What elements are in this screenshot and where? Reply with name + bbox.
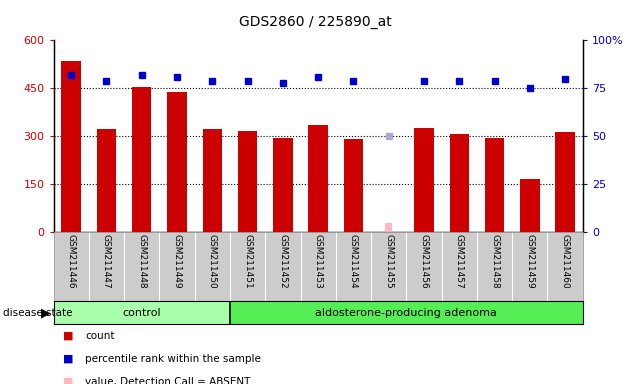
Text: GSM211447: GSM211447	[102, 234, 111, 289]
Bar	[415, 128, 433, 232]
Text: GDS2860 / 225890_at: GDS2860 / 225890_at	[239, 15, 391, 29]
Text: GSM211448: GSM211448	[137, 234, 146, 289]
Bar	[309, 125, 328, 232]
Text: GSM211446: GSM211446	[67, 234, 76, 289]
Bar	[520, 179, 539, 232]
Bar	[450, 134, 469, 232]
Bar	[203, 129, 222, 232]
Bar	[485, 138, 504, 232]
Bar	[62, 61, 81, 232]
Bar	[273, 138, 292, 232]
Bar	[132, 87, 151, 232]
Text: GSM211451: GSM211451	[243, 234, 252, 289]
Text: ■: ■	[63, 354, 74, 364]
Bar	[168, 93, 186, 232]
Bar	[344, 139, 363, 232]
Text: ■: ■	[63, 377, 74, 384]
Text: GSM211450: GSM211450	[208, 234, 217, 289]
Text: GSM211457: GSM211457	[455, 234, 464, 289]
Bar	[386, 223, 392, 232]
Text: GSM211452: GSM211452	[278, 234, 287, 289]
Text: GSM211456: GSM211456	[420, 234, 428, 289]
Text: GSM211458: GSM211458	[490, 234, 499, 289]
Text: GSM211459: GSM211459	[525, 234, 534, 289]
Bar	[556, 131, 575, 232]
Text: ▶: ▶	[41, 306, 50, 319]
Text: GSM211460: GSM211460	[561, 234, 570, 289]
Bar	[238, 131, 257, 232]
Text: ■: ■	[63, 331, 74, 341]
Text: control: control	[122, 308, 161, 318]
Text: GSM211449: GSM211449	[173, 234, 181, 289]
Text: disease state: disease state	[3, 308, 72, 318]
Text: count: count	[85, 331, 115, 341]
Text: percentile rank within the sample: percentile rank within the sample	[85, 354, 261, 364]
Text: aldosterone-producing adenoma: aldosterone-producing adenoma	[316, 308, 497, 318]
Bar	[97, 129, 116, 232]
Text: GSM211453: GSM211453	[314, 234, 323, 289]
Text: GSM211455: GSM211455	[384, 234, 393, 289]
Text: value, Detection Call = ABSENT: value, Detection Call = ABSENT	[85, 377, 251, 384]
Text: GSM211454: GSM211454	[349, 234, 358, 289]
